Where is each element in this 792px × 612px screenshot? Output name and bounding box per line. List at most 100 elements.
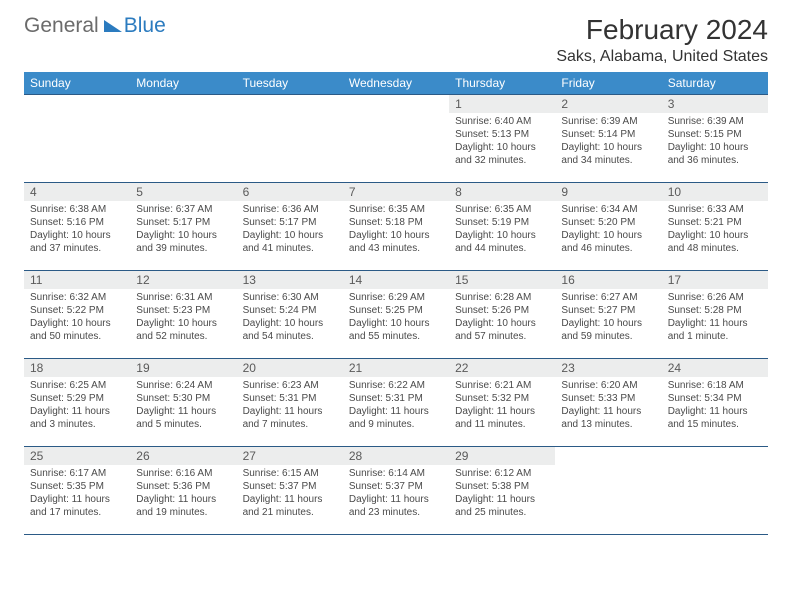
daylight-line: Daylight: 10 hours and 41 minutes. — [243, 229, 337, 255]
calendar-table: SundayMondayTuesdayWednesdayThursdayFrid… — [24, 72, 768, 535]
weekday-wednesday: Wednesday — [343, 72, 449, 95]
day-number: 28 — [343, 447, 449, 465]
daylight-line: Daylight: 11 hours and 1 minute. — [668, 317, 762, 343]
sunset-line: Sunset: 5:14 PM — [561, 128, 655, 141]
logo-triangle-icon — [104, 20, 122, 32]
day-body: Sunrise: 6:22 AMSunset: 5:31 PMDaylight:… — [343, 377, 449, 435]
daylight-line: Daylight: 10 hours and 43 minutes. — [349, 229, 443, 255]
calendar-cell: 12Sunrise: 6:31 AMSunset: 5:23 PMDayligh… — [130, 271, 236, 359]
day-number-empty — [237, 95, 343, 113]
day-number: 13 — [237, 271, 343, 289]
sunrise-line: Sunrise: 6:12 AM — [455, 467, 549, 480]
daylight-line: Daylight: 11 hours and 11 minutes. — [455, 405, 549, 431]
sunrise-line: Sunrise: 6:15 AM — [243, 467, 337, 480]
calendar-cell — [130, 95, 236, 183]
day-number-empty — [662, 447, 768, 465]
day-number: 11 — [24, 271, 130, 289]
sunrise-line: Sunrise: 6:31 AM — [136, 291, 230, 304]
day-number: 16 — [555, 271, 661, 289]
sunset-line: Sunset: 5:36 PM — [136, 480, 230, 493]
day-number: 8 — [449, 183, 555, 201]
sunrise-line: Sunrise: 6:24 AM — [136, 379, 230, 392]
sunrise-line: Sunrise: 6:33 AM — [668, 203, 762, 216]
day-number: 22 — [449, 359, 555, 377]
calendar-cell: 2Sunrise: 6:39 AMSunset: 5:14 PMDaylight… — [555, 95, 661, 183]
day-body: Sunrise: 6:25 AMSunset: 5:29 PMDaylight:… — [24, 377, 130, 435]
sunset-line: Sunset: 5:25 PM — [349, 304, 443, 317]
day-number-empty — [343, 95, 449, 113]
day-number: 10 — [662, 183, 768, 201]
sunrise-line: Sunrise: 6:36 AM — [243, 203, 337, 216]
daylight-line: Daylight: 10 hours and 59 minutes. — [561, 317, 655, 343]
calendar-cell: 18Sunrise: 6:25 AMSunset: 5:29 PMDayligh… — [24, 359, 130, 447]
calendar-cell: 17Sunrise: 6:26 AMSunset: 5:28 PMDayligh… — [662, 271, 768, 359]
calendar-cell: 26Sunrise: 6:16 AMSunset: 5:36 PMDayligh… — [130, 447, 236, 535]
daylight-line: Daylight: 10 hours and 54 minutes. — [243, 317, 337, 343]
sunrise-line: Sunrise: 6:22 AM — [349, 379, 443, 392]
calendar-cell: 3Sunrise: 6:39 AMSunset: 5:15 PMDaylight… — [662, 95, 768, 183]
day-number: 3 — [662, 95, 768, 113]
calendar-cell — [24, 95, 130, 183]
day-number: 20 — [237, 359, 343, 377]
sunset-line: Sunset: 5:15 PM — [668, 128, 762, 141]
daylight-line: Daylight: 10 hours and 44 minutes. — [455, 229, 549, 255]
sunset-line: Sunset: 5:31 PM — [349, 392, 443, 405]
calendar-cell: 23Sunrise: 6:20 AMSunset: 5:33 PMDayligh… — [555, 359, 661, 447]
sunrise-line: Sunrise: 6:26 AM — [668, 291, 762, 304]
sunset-line: Sunset: 5:27 PM — [561, 304, 655, 317]
day-body: Sunrise: 6:26 AMSunset: 5:28 PMDaylight:… — [662, 289, 768, 347]
calendar-cell: 7Sunrise: 6:35 AMSunset: 5:18 PMDaylight… — [343, 183, 449, 271]
calendar-row: 4Sunrise: 6:38 AMSunset: 5:16 PMDaylight… — [24, 183, 768, 271]
daylight-line: Daylight: 11 hours and 23 minutes. — [349, 493, 443, 519]
day-body: Sunrise: 6:23 AMSunset: 5:31 PMDaylight:… — [237, 377, 343, 435]
sunset-line: Sunset: 5:31 PM — [243, 392, 337, 405]
day-body: Sunrise: 6:38 AMSunset: 5:16 PMDaylight:… — [24, 201, 130, 259]
day-number: 23 — [555, 359, 661, 377]
sunset-line: Sunset: 5:21 PM — [668, 216, 762, 229]
logo: General Blue — [24, 14, 166, 38]
day-body: Sunrise: 6:15 AMSunset: 5:37 PMDaylight:… — [237, 465, 343, 523]
day-body: Sunrise: 6:37 AMSunset: 5:17 PMDaylight:… — [130, 201, 236, 259]
day-body: Sunrise: 6:31 AMSunset: 5:23 PMDaylight:… — [130, 289, 236, 347]
calendar-cell: 24Sunrise: 6:18 AMSunset: 5:34 PMDayligh… — [662, 359, 768, 447]
daylight-line: Daylight: 11 hours and 15 minutes. — [668, 405, 762, 431]
day-body: Sunrise: 6:39 AMSunset: 5:15 PMDaylight:… — [662, 113, 768, 171]
sunset-line: Sunset: 5:30 PM — [136, 392, 230, 405]
sunrise-line: Sunrise: 6:14 AM — [349, 467, 443, 480]
calendar-cell: 10Sunrise: 6:33 AMSunset: 5:21 PMDayligh… — [662, 183, 768, 271]
weekday-monday: Monday — [130, 72, 236, 95]
calendar-cell: 11Sunrise: 6:32 AMSunset: 5:22 PMDayligh… — [24, 271, 130, 359]
daylight-line: Daylight: 11 hours and 17 minutes. — [30, 493, 124, 519]
day-body: Sunrise: 6:35 AMSunset: 5:18 PMDaylight:… — [343, 201, 449, 259]
day-number-empty — [130, 95, 236, 113]
daylight-line: Daylight: 10 hours and 36 minutes. — [668, 141, 762, 167]
sunrise-line: Sunrise: 6:30 AM — [243, 291, 337, 304]
day-body: Sunrise: 6:30 AMSunset: 5:24 PMDaylight:… — [237, 289, 343, 347]
daylight-line: Daylight: 10 hours and 52 minutes. — [136, 317, 230, 343]
sunset-line: Sunset: 5:34 PM — [668, 392, 762, 405]
logo-text-general: General — [24, 14, 99, 38]
day-body: Sunrise: 6:27 AMSunset: 5:27 PMDaylight:… — [555, 289, 661, 347]
sunrise-line: Sunrise: 6:25 AM — [30, 379, 124, 392]
calendar-head: SundayMondayTuesdayWednesdayThursdayFrid… — [24, 72, 768, 95]
daylight-line: Daylight: 11 hours and 13 minutes. — [561, 405, 655, 431]
sunset-line: Sunset: 5:32 PM — [455, 392, 549, 405]
day-number: 4 — [24, 183, 130, 201]
day-number: 19 — [130, 359, 236, 377]
sunset-line: Sunset: 5:37 PM — [349, 480, 443, 493]
day-number: 29 — [449, 447, 555, 465]
calendar-cell: 14Sunrise: 6:29 AMSunset: 5:25 PMDayligh… — [343, 271, 449, 359]
sunset-line: Sunset: 5:23 PM — [136, 304, 230, 317]
day-number: 7 — [343, 183, 449, 201]
calendar-cell: 20Sunrise: 6:23 AMSunset: 5:31 PMDayligh… — [237, 359, 343, 447]
day-body: Sunrise: 6:14 AMSunset: 5:37 PMDaylight:… — [343, 465, 449, 523]
weekday-sunday: Sunday — [24, 72, 130, 95]
sunrise-line: Sunrise: 6:40 AM — [455, 115, 549, 128]
day-body: Sunrise: 6:12 AMSunset: 5:38 PMDaylight:… — [449, 465, 555, 523]
sunrise-line: Sunrise: 6:29 AM — [349, 291, 443, 304]
sunset-line: Sunset: 5:35 PM — [30, 480, 124, 493]
day-body: Sunrise: 6:16 AMSunset: 5:36 PMDaylight:… — [130, 465, 236, 523]
day-number: 1 — [449, 95, 555, 113]
day-number: 27 — [237, 447, 343, 465]
calendar-cell: 25Sunrise: 6:17 AMSunset: 5:35 PMDayligh… — [24, 447, 130, 535]
